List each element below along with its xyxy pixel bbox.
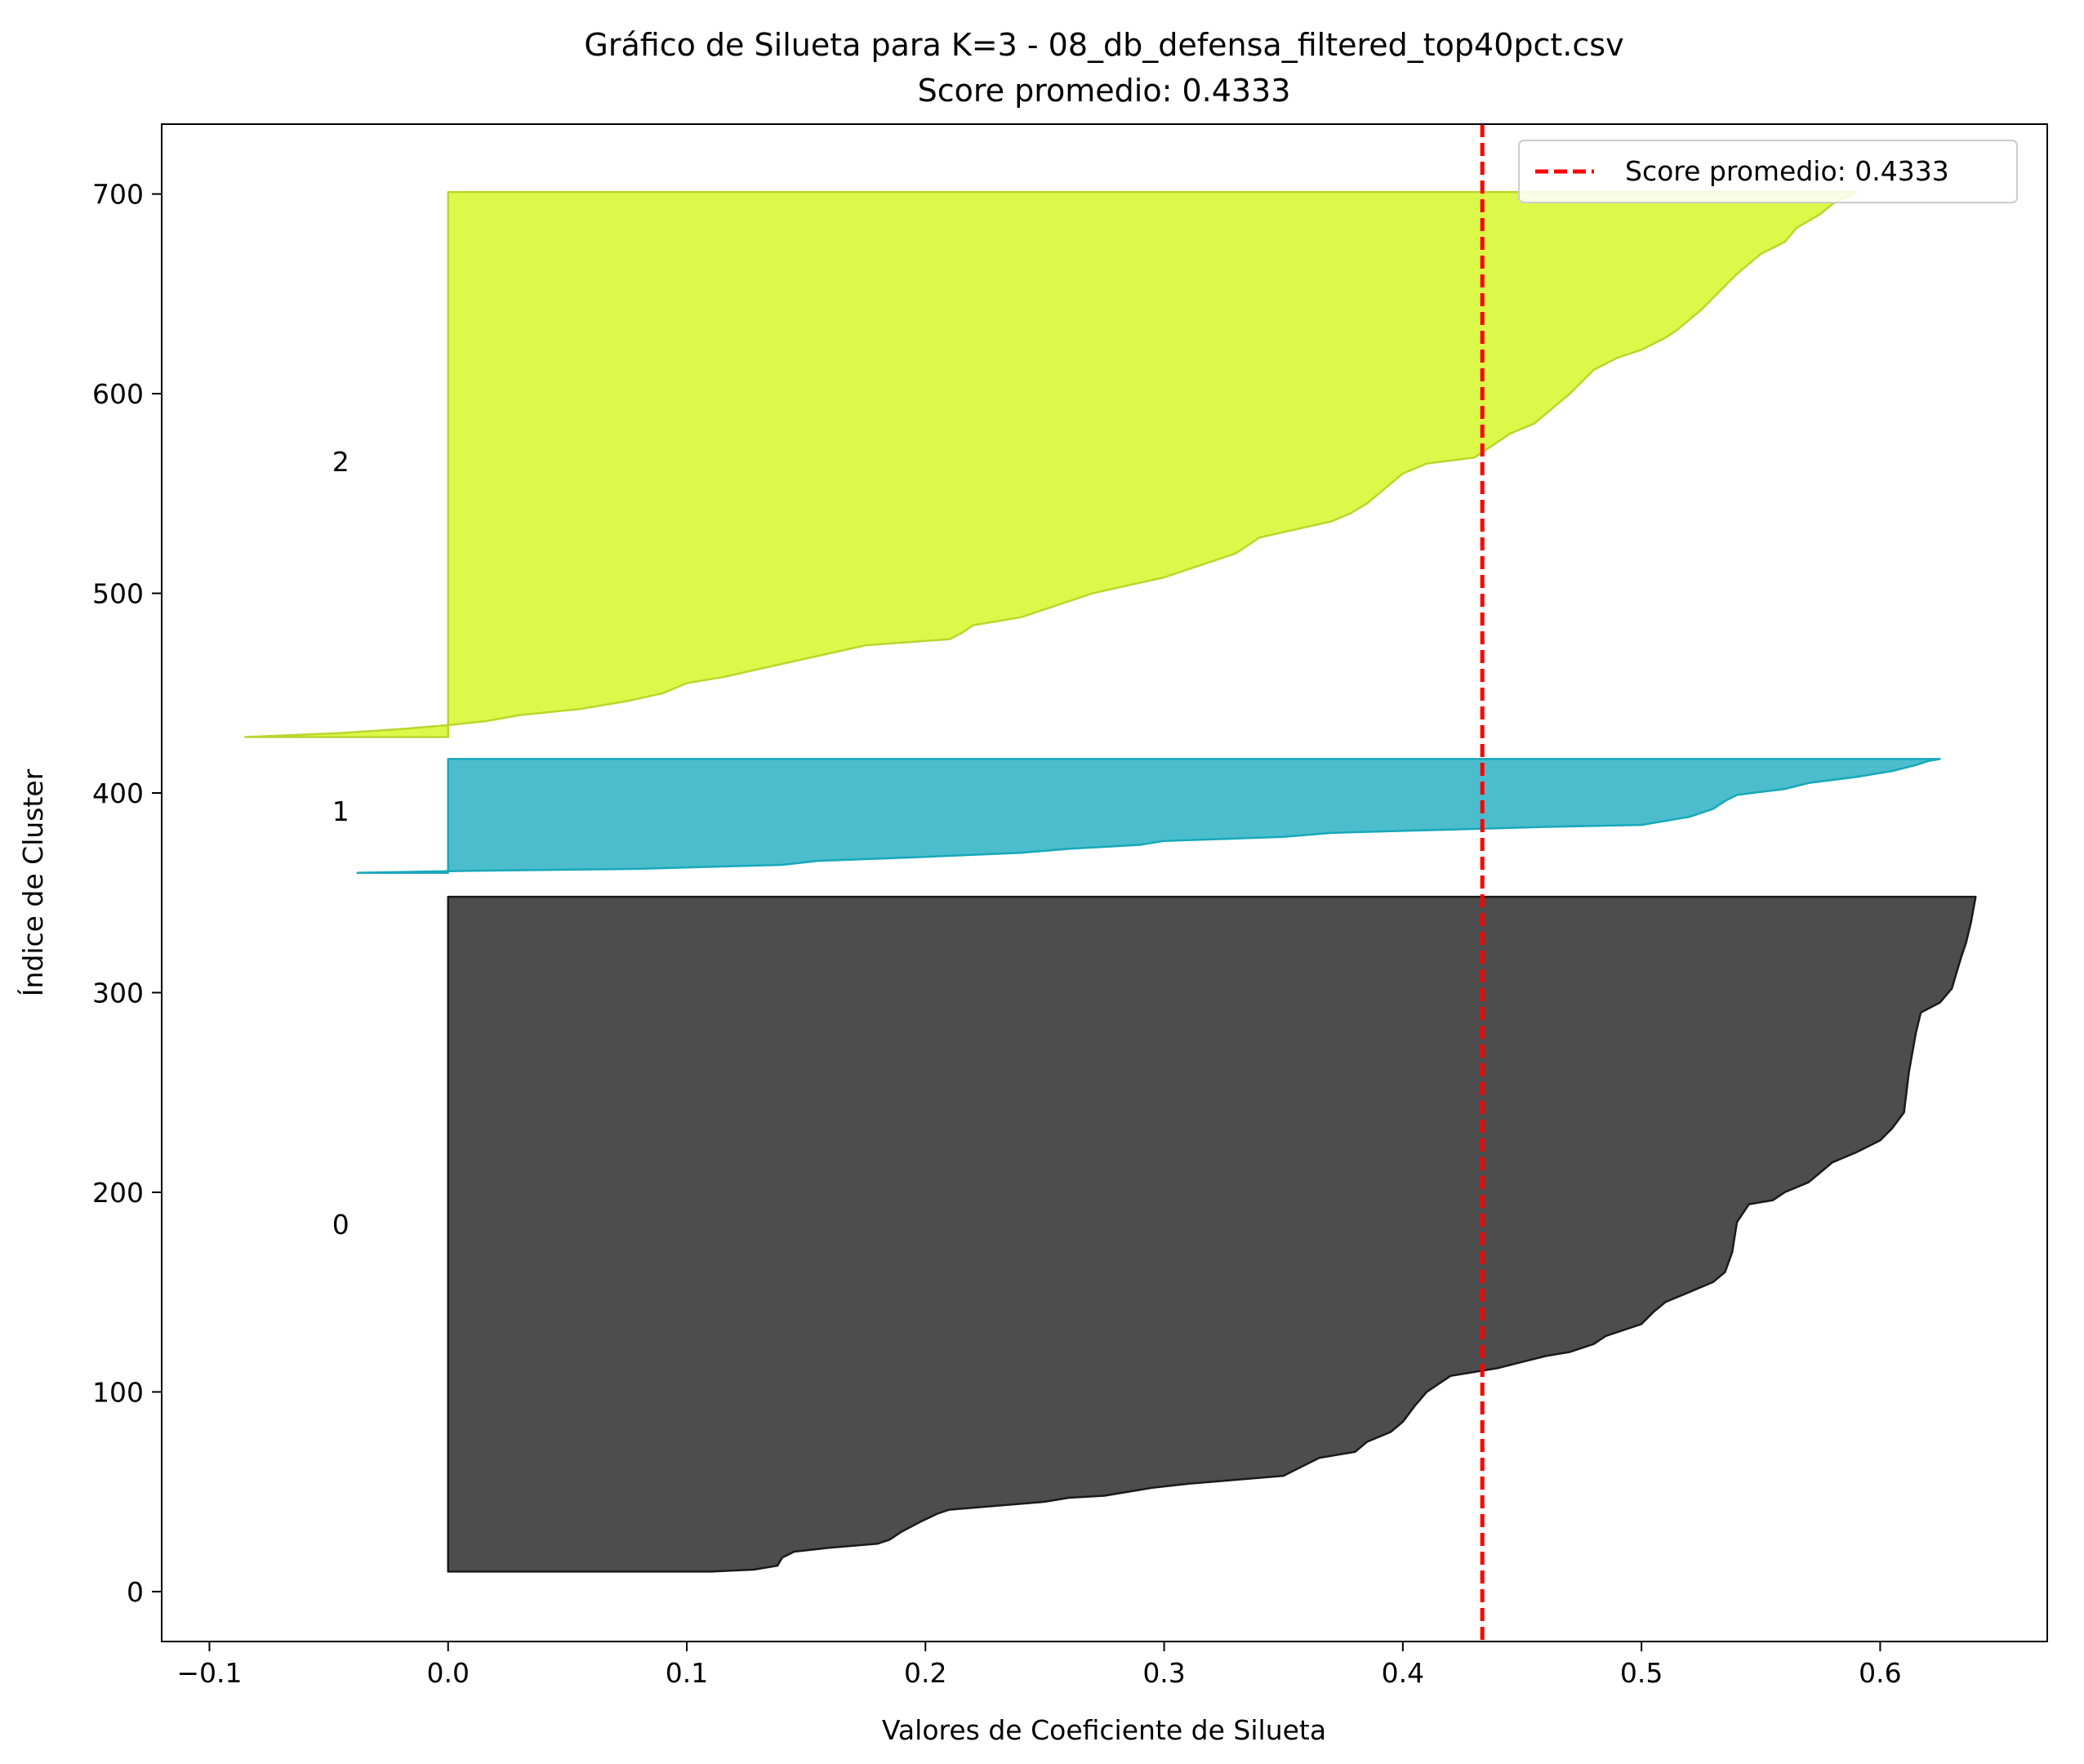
x-tick-label: 0.1 [666, 1657, 708, 1689]
x-tick-label: −0.1 [176, 1657, 242, 1689]
x-tick-label: 0.3 [1142, 1657, 1185, 1689]
y-tick-label: 0 [127, 1576, 144, 1608]
y-axis-label: Índice de Cluster [16, 768, 49, 996]
y-tick-label: 600 [92, 378, 144, 410]
x-tick-label: 0.0 [426, 1657, 469, 1689]
plot-frame [161, 123, 2048, 1642]
y-axis: 0 100 200 300 400 500 600 700 [92, 179, 162, 1608]
x-axis: −0.1 0.0 0.1 0.2 0.3 0.4 0.5 0.6 [176, 1642, 1902, 1689]
legend-label: Score promedio: 0.4333 [1625, 155, 1949, 187]
legend-box [1518, 140, 2018, 203]
silhouette-cluster-2 [244, 190, 1858, 738]
cluster-label-2: 2 [332, 446, 350, 478]
chart-title: Gráfico de Silueta para K=3 - 08_db_defe… [584, 27, 1623, 63]
x-tick-label: 0.6 [1859, 1657, 1901, 1689]
silhouette-cluster-1 [356, 758, 1941, 875]
chart-subtitle: Score promedio: 0.4333 [918, 73, 1291, 109]
legend: Score promedio: 0.4333 [1518, 140, 2018, 203]
y-tick-label: 100 [92, 1376, 144, 1408]
cluster-label-1: 1 [332, 795, 350, 827]
y-tick-label: 500 [92, 578, 144, 610]
y-tick-label: 300 [92, 977, 144, 1009]
x-tick-label: 0.5 [1620, 1657, 1663, 1689]
y-tick-label: 200 [92, 1177, 144, 1209]
y-tick-label: 400 [92, 777, 144, 809]
plot-area: 0 1 2 [244, 124, 1977, 1642]
x-axis-label: Valores de Coeficiente de Silueta [882, 1714, 1326, 1746]
cluster-label-0: 0 [332, 1209, 350, 1241]
x-tick-label: 0.4 [1382, 1657, 1424, 1689]
y-tick-label: 700 [92, 179, 144, 211]
silhouette-cluster-0 [447, 895, 1977, 1573]
x-tick-label: 0.2 [904, 1657, 946, 1689]
